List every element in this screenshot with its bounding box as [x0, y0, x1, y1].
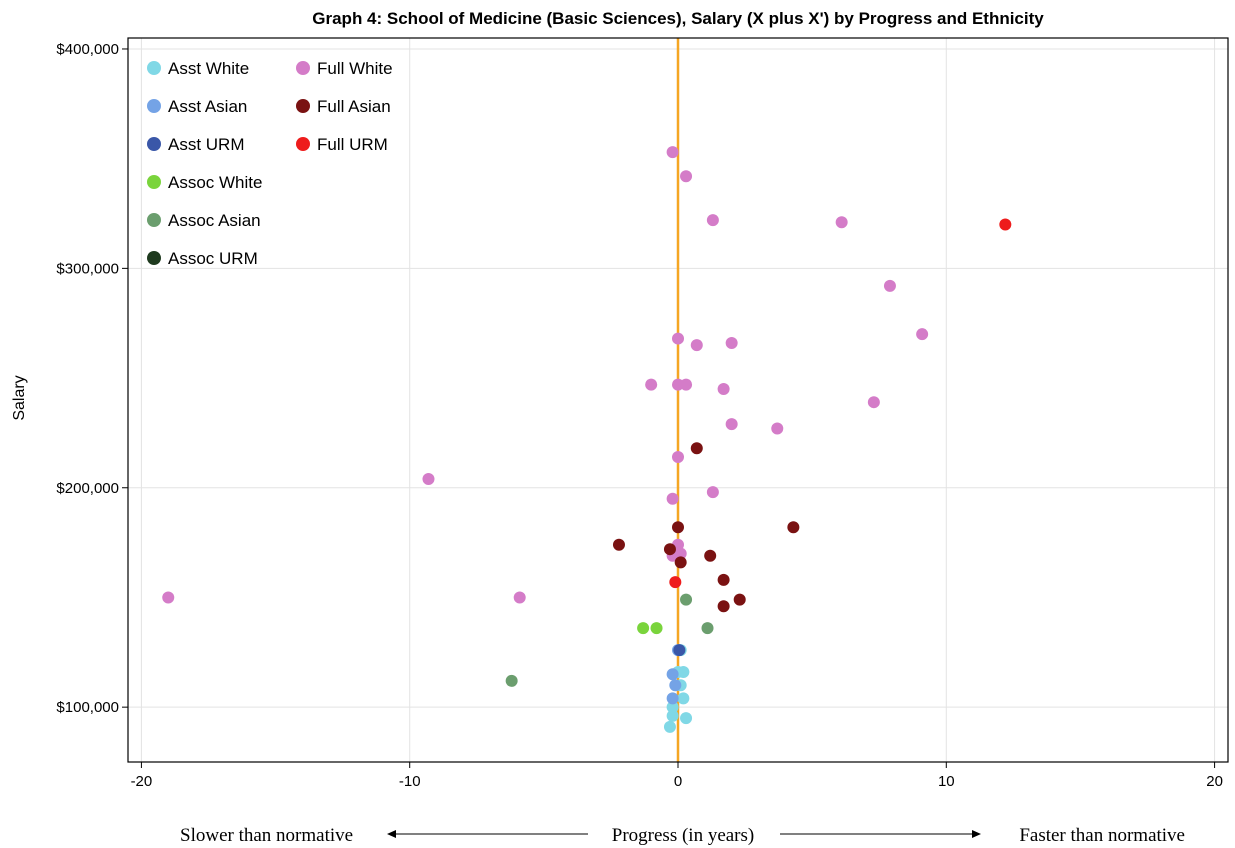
x-tick-label: -20 — [131, 773, 153, 790]
y-tick-label: $100,000 — [56, 699, 119, 716]
point-full-asian — [717, 600, 730, 613]
point-full-white — [666, 146, 679, 159]
y-tick-label: $300,000 — [56, 260, 119, 277]
point-full-white — [883, 279, 896, 292]
point-full-white — [672, 451, 684, 464]
point-full-asian — [663, 543, 676, 556]
point-full-white — [422, 472, 435, 485]
point-assoc-asian — [505, 674, 518, 687]
data-points — [162, 146, 1012, 733]
y-tick-label: $400,000 — [56, 41, 119, 58]
point-full-white — [513, 591, 526, 604]
legend-marker-full-urm — [296, 137, 310, 151]
x-tick-label: 10 — [938, 773, 955, 790]
point-full-white — [725, 336, 738, 349]
point-full-asian — [787, 521, 800, 534]
point-full-asian — [672, 521, 684, 534]
point-asst-white — [677, 692, 690, 705]
point-assoc-white — [637, 622, 650, 635]
x-annotation-left: Slower than normative — [180, 825, 353, 846]
point-full-asian — [704, 549, 717, 562]
point-full-white — [725, 418, 738, 431]
legend-label-asst-white: Asst White — [168, 59, 249, 78]
point-assoc-asian — [680, 593, 693, 606]
point-full-white — [706, 486, 719, 499]
legend-label-assoc-urm: Assoc URM — [168, 249, 258, 268]
x-tick-label: 20 — [1206, 773, 1223, 790]
x-tick-label: 0 — [674, 773, 682, 790]
point-full-asian — [674, 556, 687, 569]
x-axis-label: Progress (in years) — [612, 825, 754, 846]
legend-label-asst-asian: Asst Asian — [168, 97, 247, 116]
x-tick-label: -10 — [399, 773, 421, 790]
point-full-white — [835, 216, 848, 229]
x-annotation-right: Faster than normative — [1019, 825, 1185, 846]
legend-label-full-urm: Full URM — [317, 135, 388, 154]
legend-label-assoc-white: Assoc White — [168, 173, 262, 192]
legend-marker-assoc-asian — [147, 213, 161, 227]
legend-label-full-asian: Full Asian — [317, 97, 391, 116]
arrow-left-head — [387, 830, 396, 838]
point-full-asian — [717, 573, 730, 586]
point-full-white — [162, 591, 175, 604]
point-asst-white — [663, 720, 676, 733]
legend-marker-asst-urm — [147, 137, 161, 151]
point-assoc-white — [650, 622, 663, 635]
legend-marker-assoc-white — [147, 175, 161, 189]
legend-marker-asst-asian — [147, 99, 161, 113]
point-full-white — [672, 332, 684, 345]
point-full-white — [690, 339, 703, 352]
point-full-white — [645, 378, 658, 391]
point-full-white — [771, 422, 784, 435]
point-asst-urm — [673, 644, 686, 657]
legend-marker-assoc-urm — [147, 251, 161, 265]
y-tick-label: $200,000 — [56, 480, 119, 497]
point-full-white — [867, 396, 880, 409]
point-full-urm — [999, 218, 1012, 231]
x-axis-label-group: Slower than normative Progress (in years… — [180, 825, 1185, 846]
legend-label-assoc-asian: Assoc Asian — [168, 211, 261, 230]
point-asst-asian — [666, 668, 679, 681]
point-full-asian — [690, 442, 703, 455]
point-full-asian — [733, 593, 746, 606]
point-full-white — [717, 383, 730, 396]
legend: Asst White Asst Asian Asst URM Assoc White A… — [147, 59, 393, 268]
point-full-white — [680, 378, 693, 391]
x-axis: -20 -10 0 10 20 — [131, 762, 1223, 790]
point-full-asian — [612, 538, 625, 551]
point-asst-white — [677, 666, 690, 679]
point-asst-asian — [669, 679, 682, 692]
point-asst-white — [666, 709, 679, 722]
point-asst-white — [680, 712, 693, 725]
legend-marker-full-asian — [296, 99, 310, 113]
point-asst-white — [666, 701, 679, 714]
point-full-white — [666, 492, 679, 505]
legend-label-asst-urm: Asst URM — [168, 135, 245, 154]
point-asst-asian — [666, 692, 679, 705]
point-full-white — [680, 170, 693, 183]
point-assoc-asian — [701, 622, 714, 635]
arrow-right-head — [972, 830, 981, 838]
y-axis-label: Salary — [11, 375, 28, 420]
point-full-urm — [669, 576, 682, 589]
point-full-white — [706, 214, 719, 227]
legend-label-full-white: Full White — [317, 59, 393, 78]
legend-marker-full-white — [296, 61, 310, 75]
y-axis: $100,000 $200,000 $300,000 $400,000 — [56, 41, 128, 716]
point-full-white — [916, 328, 929, 341]
chart-title: Graph 4: School of Medicine (Basic Scien… — [312, 9, 1044, 28]
legend-marker-asst-white — [147, 61, 161, 75]
